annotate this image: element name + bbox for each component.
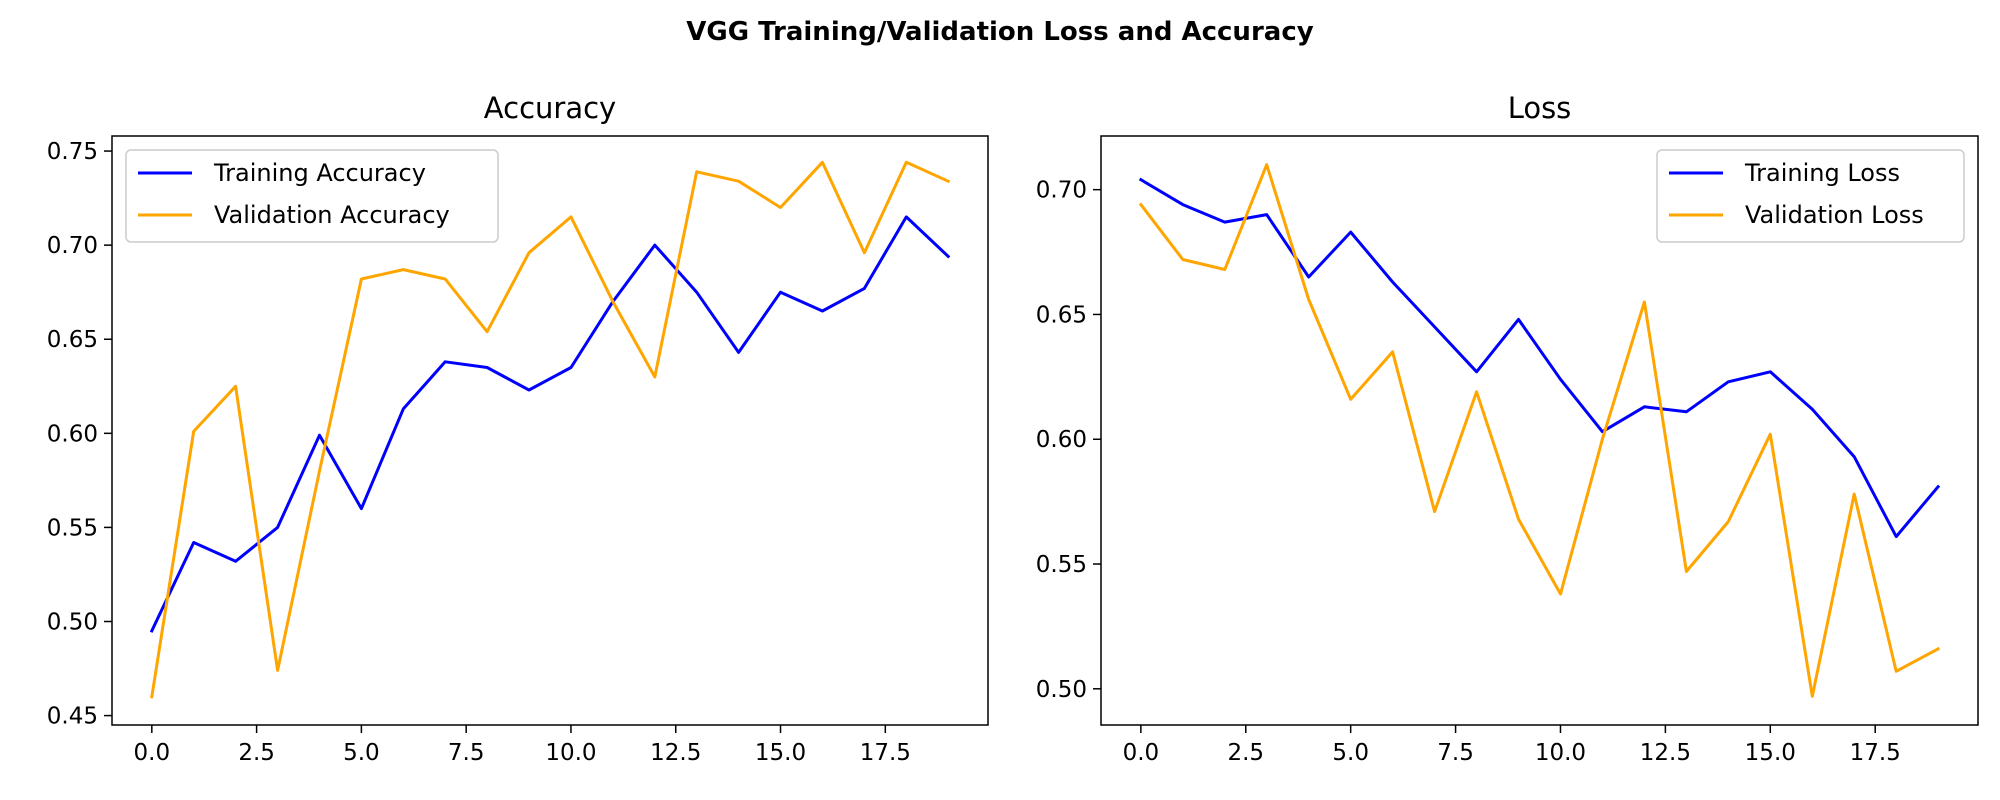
legend: Training Accuracy Validation Accuracy [125,149,499,243]
series-line-0 [149,215,951,633]
series-line-1 [1138,163,1941,698]
y-tick-label: 0.60 [1036,427,1087,453]
legend-label: Training Loss [1744,159,1900,187]
y-tick-label: 0.75 [47,139,98,165]
legend-frame [1656,149,1965,243]
series-line-0 [1138,177,1941,539]
y-tick-label: 0.60 [47,421,98,447]
legend: Training Loss Validation Loss [1656,149,1965,243]
x-tick-label: 5.0 [1332,740,1369,766]
x-tick-label: 12.5 [650,740,701,766]
x-tick-label: 17.5 [1850,740,1901,766]
y-tick-label: 0.65 [1036,302,1087,328]
loss-subplot: Loss 0.0 2.5 5.0 7.5 10.0 12.5 15.0 17.5 0.50 0.55… [1036,91,1979,766]
y-tick-label: 0.70 [47,233,98,259]
x-tick-label: 17.5 [860,740,911,766]
y-tick-label: 0.55 [47,515,98,541]
legend-label: Validation Loss [1745,201,1924,229]
x-tick-label: 5.0 [343,740,380,766]
x-tick-label: 7.5 [448,740,485,766]
subplot-title: Loss [1508,91,1572,125]
x-tick-label: 10.0 [545,740,596,766]
legend-label: Validation Accuracy [214,201,450,229]
y-tick-label: 0.70 [1036,178,1087,204]
axes-frame [1100,135,1979,726]
subplot-title: Accuracy [484,91,616,125]
x-tick-label: 15.0 [755,740,806,766]
y-tick-label: 0.50 [1036,677,1087,703]
x-tick-label: 2.5 [1227,740,1264,766]
x-tick-label: 15.0 [1745,740,1796,766]
series-line-1 [150,160,951,699]
y-tick-label: 0.50 [47,610,98,636]
figure-suptitle: VGG Training/Validation Loss and Accurac… [686,17,1313,47]
y-tick-label: 0.45 [47,704,98,730]
y-tick-label: 0.55 [1036,552,1087,578]
y-tick-label: 0.65 [47,327,98,353]
x-tick-label: 0.0 [1123,740,1160,766]
x-tick-label: 12.5 [1640,740,1691,766]
legend-frame [125,149,499,243]
accuracy-subplot: Accuracy 0.0 2.5 5.0 7.5 10.0 12.5 15.0 17.5 0.45… [47,91,989,766]
x-tick-label: 7.5 [1437,740,1474,766]
x-tick-label: 10.0 [1535,740,1586,766]
axes-frame [111,135,989,726]
x-tick-label: 0.0 [134,740,171,766]
x-tick-label: 2.5 [238,740,275,766]
legend-label: Training Accuracy [213,159,426,187]
